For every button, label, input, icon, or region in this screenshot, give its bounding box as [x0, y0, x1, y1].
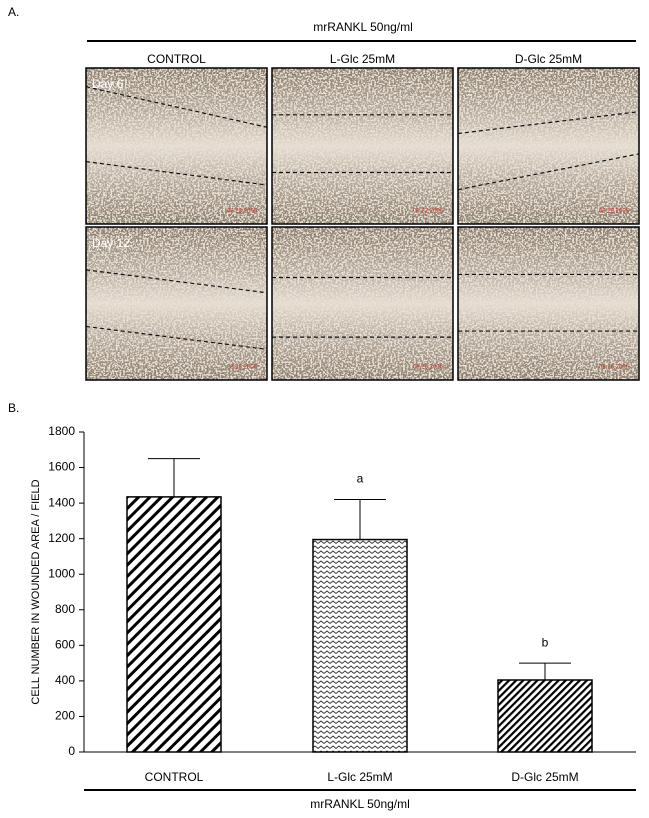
micrograph: 08.28.2006: [85, 226, 268, 381]
cell-speckle: [458, 227, 639, 380]
x-tick-label: D-Glc 25mM: [511, 770, 578, 784]
x-tick-label: L-Glc 25mM: [327, 770, 392, 784]
panel-label: A.: [8, 5, 19, 19]
speckles: [458, 227, 639, 380]
cell-speckle: [86, 68, 267, 224]
panel-a-title: mrRANKL 50ng/ml: [313, 20, 413, 34]
micrograph-border: [271, 226, 454, 381]
micrograph-border: [457, 67, 640, 225]
date-stamp: 08.28.2006: [599, 365, 630, 371]
date-stamp: 08.28.2006: [227, 365, 258, 371]
wound-edge: [457, 111, 640, 135]
cell-speckle: [86, 227, 267, 380]
bar: [312, 538, 408, 753]
y-tick-label: 1800: [48, 424, 75, 438]
y-axis-label: CELL NUMBER IN WOUNDED AREA / FIELD: [30, 479, 42, 704]
micrograph-border: [457, 226, 640, 381]
column-header: CONTROL: [147, 52, 206, 66]
y-tick-label: 1600: [48, 460, 75, 474]
row-label: Day 6: [92, 77, 124, 91]
annotation: b: [542, 635, 549, 649]
annotation: a: [357, 472, 364, 486]
column-header: D-Glc 25mM: [515, 52, 582, 66]
micrograph: 08.22.2006: [85, 67, 268, 225]
y-tick-label: 600: [55, 638, 75, 652]
wound-edge: [85, 325, 268, 350]
wound-edge: [85, 86, 268, 128]
y-tick-label: 1200: [48, 531, 75, 545]
date-stamp: 08.22.2006: [599, 209, 630, 215]
x-axis-label: mrRANKL 50ng/ml: [310, 797, 410, 811]
y-tick-label: 1000: [48, 566, 75, 580]
speckles: [86, 227, 267, 380]
y-tick-label: 200: [55, 709, 75, 723]
wound-edge: [457, 153, 640, 191]
micrograph: 08.28.2006: [457, 226, 640, 381]
speckles: [272, 68, 453, 224]
panel-label: B.: [8, 401, 19, 415]
cell-speckle: [272, 227, 453, 380]
speckles: [272, 227, 453, 380]
column-header: L-Glc 25mM: [330, 52, 395, 66]
wound-edge: [85, 269, 268, 294]
micrograph: 08.28.2006: [271, 226, 454, 381]
y-tick-label: 400: [55, 673, 75, 687]
date-stamp: 08.28.2006: [413, 365, 444, 371]
speckles: [458, 68, 639, 224]
y-tick-label: 0: [68, 744, 75, 758]
micrograph-border: [271, 67, 454, 225]
wound-edge: [85, 161, 268, 186]
speckles: [86, 68, 267, 224]
date-stamp: 08.22.2006: [227, 209, 258, 215]
cell-speckle: [458, 68, 639, 224]
date-stamp: 08.22.2006: [413, 209, 444, 215]
y-tick-label: 1400: [48, 495, 75, 509]
micrograph-border: [85, 67, 268, 225]
cell-speckle: [272, 68, 453, 224]
micrograph: 08.22.2006: [457, 67, 640, 225]
bar: [126, 496, 222, 753]
micrograph: 08.22.2006: [271, 67, 454, 225]
micrograph-border: [85, 226, 268, 381]
bar: [497, 679, 593, 753]
x-tick-label: CONTROL: [145, 770, 204, 784]
y-tick-label: 800: [55, 602, 75, 616]
row-label: Day 12: [92, 236, 130, 250]
